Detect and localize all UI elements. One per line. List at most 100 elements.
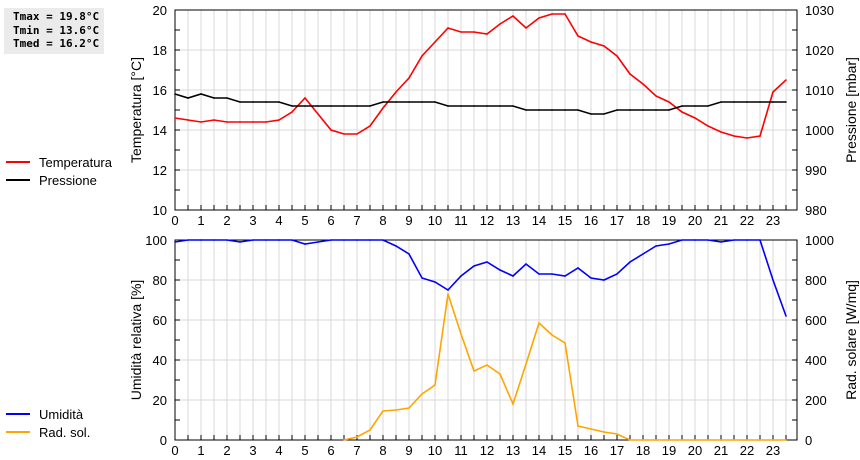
y-axis-label: Temperatura [°C]	[128, 57, 144, 163]
data-point	[239, 241, 241, 243]
data-point	[460, 31, 462, 33]
data-point	[330, 239, 332, 241]
data-point	[226, 121, 228, 123]
legend-label: Pressione	[39, 173, 97, 188]
data-point	[200, 121, 202, 123]
data-point	[291, 105, 293, 107]
data-point	[590, 41, 592, 43]
data-point	[616, 273, 618, 275]
x-tick-label: 10	[428, 213, 442, 228]
data-point	[564, 275, 566, 277]
x-tick-label: 16	[584, 443, 598, 458]
data-point	[525, 363, 527, 365]
y2-axis-label: Rad. solare [W/mq]	[843, 280, 859, 400]
data-point	[356, 239, 358, 241]
data-point	[304, 105, 306, 107]
data-point	[590, 113, 592, 115]
x-tick-label: 11	[454, 213, 468, 228]
data-point	[642, 83, 644, 85]
data-point	[343, 133, 345, 135]
data-point	[278, 101, 280, 103]
data-point	[278, 239, 280, 241]
data-point	[525, 27, 527, 29]
data-point	[356, 133, 358, 135]
y2-axis-label: Pressione [mbar]	[843, 57, 859, 163]
data-point	[200, 93, 202, 95]
data-point	[733, 101, 735, 103]
data-point	[785, 439, 787, 441]
data-point	[330, 105, 332, 107]
chart-panel-1: 0 1 2 3 4 5 6 7 8 9 10 11 12 13 14 15 16 17 18 19 20 21 22 2302…	[6, 233, 859, 458]
data-point	[538, 322, 540, 324]
data-point	[421, 393, 423, 395]
plot-frame	[174, 9, 798, 211]
data-point	[525, 263, 527, 265]
x-tick-label: 11	[454, 443, 468, 458]
data-point	[226, 97, 228, 99]
data-point	[655, 109, 657, 111]
x-tick-label: 14	[532, 213, 546, 228]
data-point	[668, 101, 670, 103]
x-tick-label: 15	[558, 443, 572, 458]
data-point	[772, 279, 774, 281]
data-point	[369, 105, 371, 107]
x-tick-label: 9	[405, 443, 412, 458]
y-tick-label: 0	[160, 433, 167, 448]
x-tick-label: 1	[197, 443, 204, 458]
data-point	[486, 33, 488, 35]
data-point	[343, 439, 345, 441]
x-tick-label: 12	[480, 443, 494, 458]
data-point	[785, 79, 787, 81]
y-axis-label: Umidità relativa [%]	[128, 280, 144, 401]
x-tick-label: 17	[610, 213, 624, 228]
x-tick-label: 18	[636, 213, 650, 228]
data-point	[681, 239, 683, 241]
x-tick-label: 17	[610, 443, 624, 458]
data-point	[629, 439, 631, 441]
y2-tick-label: 800	[805, 273, 827, 288]
data-point	[304, 97, 306, 99]
data-point	[642, 253, 644, 255]
data-point	[473, 265, 475, 267]
data-point	[174, 93, 176, 95]
data-point	[252, 101, 254, 103]
y2-tick-label: 600	[805, 313, 827, 328]
data-point	[434, 384, 436, 386]
y2-tick-label: 1000	[805, 123, 834, 138]
data-point	[460, 333, 462, 335]
data-point	[564, 109, 566, 111]
y-tick-label: 60	[153, 313, 167, 328]
data-point	[577, 109, 579, 111]
x-tick-label: 13	[506, 443, 520, 458]
x-tick-label: 9	[405, 213, 412, 228]
x-tick-label: 3	[249, 443, 256, 458]
data-point	[668, 243, 670, 245]
data-point	[564, 342, 566, 344]
data-point	[616, 55, 618, 57]
data-point	[538, 109, 540, 111]
data-point	[317, 241, 319, 243]
data-point	[746, 101, 748, 103]
data-point	[499, 105, 501, 107]
data-point	[460, 105, 462, 107]
data-point	[733, 439, 735, 441]
legend-label: Temperatura	[39, 155, 113, 170]
chart-panel-0: 0 1 2 3 4 5 6 7 8 9 10 11 12 13 14 15 16 17 18 19 20 21 22 2310…	[6, 3, 859, 228]
data-point	[473, 31, 475, 33]
data-point	[408, 407, 410, 409]
data-point	[551, 109, 553, 111]
data-point	[694, 439, 696, 441]
y2-tick-label: 200	[805, 393, 827, 408]
stats-box: Tmax = 19.8°C Tmin = 13.6°C Tmed = 16.2°…	[4, 8, 104, 54]
data-point	[707, 105, 709, 107]
tmin-label: Tmin = 13.6°C	[13, 23, 100, 37]
data-point	[616, 433, 618, 435]
data-point	[291, 111, 293, 113]
series-line-umidit-	[174, 239, 787, 317]
data-point	[265, 121, 267, 123]
x-tick-label: 22	[740, 213, 754, 228]
series-line-temperatura	[174, 13, 787, 139]
data-point	[707, 125, 709, 127]
data-point	[330, 129, 332, 131]
data-point	[278, 119, 280, 121]
